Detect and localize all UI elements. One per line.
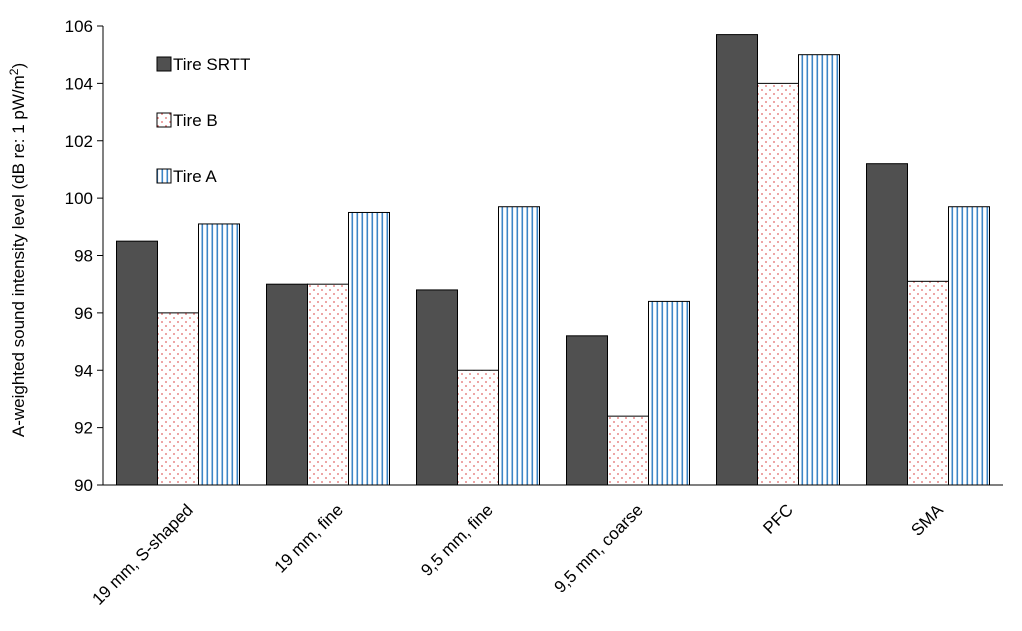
y-tick-label: 106 [65,17,93,36]
legend-swatch-tire-srtt [156,56,172,72]
x-tick-label-9-5-mm-coarse: 9,5 mm, coarse [551,500,647,596]
y-tick-label: 98 [74,247,93,266]
bar-tire-srtt-pfc [716,34,758,486]
bar-tire-srtt-9-5-mm-coarse [566,335,608,486]
bar-tire-b-19-mm-fine [307,283,349,486]
x-tick-label-sma: SMA [907,500,947,540]
y-tick-label: 104 [65,74,93,93]
bar-tire-b-pfc [757,82,799,486]
bar-tire-a-9-5-mm-coarse [648,300,690,486]
bar-tire-b-sma [907,280,949,486]
x-tick-label-19-mm-s-shaped: 19 mm, S-shaped [89,500,197,608]
bar-tire-a-pfc [798,54,840,486]
y-tick-label: 100 [65,189,93,208]
y-axis-label: A-weighted sound intensity level (dB re:… [7,63,28,437]
bar-tire-srtt-19-mm-s-shaped [116,240,158,486]
bar-tire-a-9-5-mm-fine [498,206,540,486]
x-tick-label-9-5-mm-fine: 9,5 mm, fine [417,500,497,580]
bars [116,34,990,486]
legend-label-tire-a: Tire A [173,167,217,186]
bar-tire-a-sma [948,206,990,486]
y-tick-label: 90 [74,476,93,495]
bar-tire-srtt-19-mm-fine [266,283,308,486]
legend: Tire SRTT Tire B Tire A [156,55,250,186]
legend-label-tire-b: Tire B [173,111,218,130]
y-tick-label: 92 [74,419,93,438]
bar-tire-b-19-mm-s-shaped [157,312,199,486]
bar-tire-a-19-mm-s-shaped [198,223,240,486]
x-axis: 19 mm, S-shaped 19 mm, fine 9,5 mm, fine 9,… [89,500,948,609]
y-tick-label: 102 [65,132,93,151]
y-tick-label: 94 [74,361,93,380]
bar-tire-a-19-mm-fine [348,211,390,486]
y-axis: 90 92 94 96 98 100 102 104 106 [65,17,103,495]
legend-swatch-tire-a [156,168,172,184]
legend-label-tire-srtt: Tire SRTT [173,55,250,74]
bar-tire-b-9-5-mm-coarse [607,415,649,486]
bar-tire-b-9-5-mm-fine [457,369,499,486]
bar-tire-srtt-sma [866,163,908,486]
x-tick-label-19-mm-fine: 19 mm, fine [271,500,347,576]
bar-tire-srtt-9-5-mm-fine [416,289,458,486]
x-tick-label-pfc: PFC [759,500,796,537]
legend-swatch-tire-b [156,112,172,128]
y-tick-label: 96 [74,304,93,323]
